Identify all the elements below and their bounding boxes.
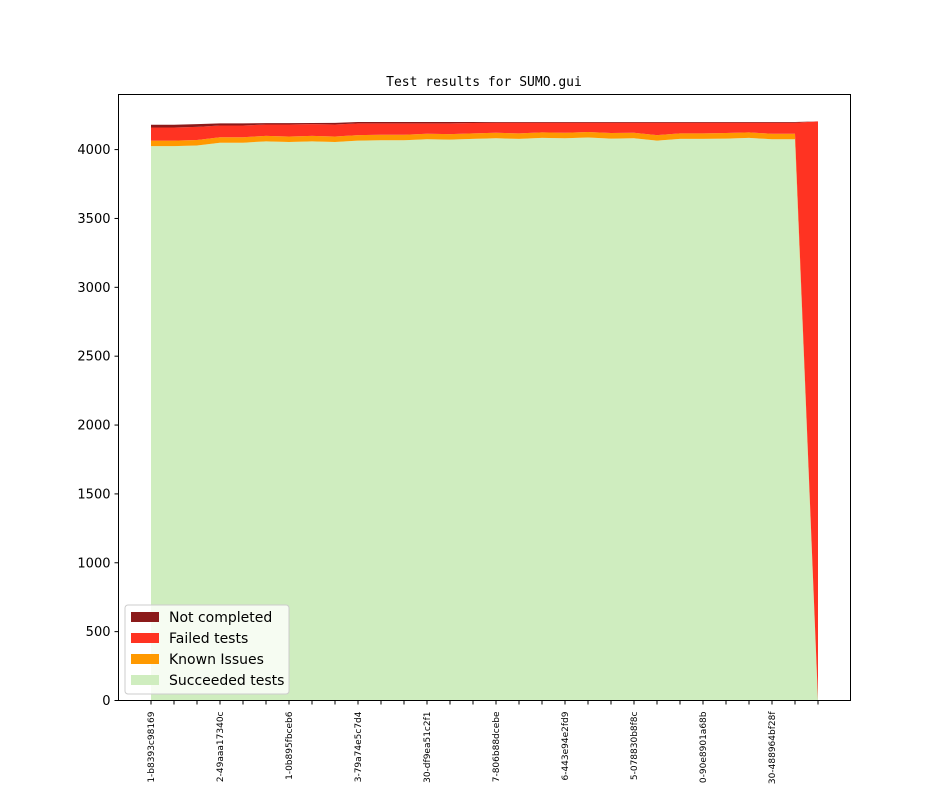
y-tick-label: 0 bbox=[102, 694, 110, 709]
x-tick-label: 30-488964bf28f bbox=[768, 711, 778, 784]
y-tick-label: 2500 bbox=[77, 350, 110, 365]
area-succeeded-tests bbox=[151, 137, 818, 701]
area-series-group bbox=[151, 121, 818, 701]
x-tick-label: 2-49aaa17340c bbox=[216, 711, 226, 782]
x-tick-label: 3-79a74e5c7d4 bbox=[354, 711, 364, 782]
legend-swatch-known-issues bbox=[131, 654, 159, 664]
y-tick-label: 4000 bbox=[77, 143, 110, 158]
chart-title: Test results for SUMO.gui bbox=[386, 75, 582, 90]
legend-label-failed-tests: Failed tests bbox=[169, 631, 248, 647]
x-tick-label: 6-443e94e2fd9 bbox=[561, 711, 571, 780]
y-tick-label: 3500 bbox=[77, 212, 110, 227]
legend-label-not-completed: Not completed bbox=[169, 610, 272, 626]
plot-frame bbox=[118, 94, 851, 701]
y-tick-label: 1000 bbox=[77, 556, 110, 571]
legend-swatch-failed-tests bbox=[131, 633, 159, 643]
legend: Not completed Failed tests Known Issues Suc… bbox=[124, 604, 290, 695]
y-tick-label: 1500 bbox=[77, 487, 110, 502]
x-tick-label: 1-0b895fbceb6 bbox=[285, 711, 295, 780]
x-tick-label: 5-078830b8f8c bbox=[630, 711, 640, 780]
x-tick-label: 7-806b88dcebe bbox=[492, 711, 502, 782]
x-tick-label: 1-b8393c98169 bbox=[147, 711, 157, 782]
x-axis: 1-b8393c98169 2-49aaa17340c 1-0b895fbceb6 3… bbox=[147, 700, 819, 784]
legend-swatch-not-completed bbox=[131, 612, 159, 622]
y-tick-label: 2000 bbox=[77, 419, 110, 434]
x-tick-label: 0-90e8901a68b bbox=[699, 711, 709, 783]
legend-box bbox=[124, 604, 290, 695]
area-not-completed bbox=[151, 121, 818, 128]
y-tick-label: 3000 bbox=[77, 281, 110, 296]
y-axis: 0 500 1000 1500 2000 2500 3000 3500 4000 bbox=[77, 143, 119, 709]
y-tick-label: 500 bbox=[86, 625, 111, 640]
legend-label-known-issues: Known Issues bbox=[169, 652, 264, 668]
x-tick-label: 30-df9ea51c2f1 bbox=[423, 712, 433, 783]
legend-swatch-succeeded-tests bbox=[131, 675, 159, 685]
legend-label-succeeded-tests: Succeeded tests bbox=[169, 673, 284, 689]
